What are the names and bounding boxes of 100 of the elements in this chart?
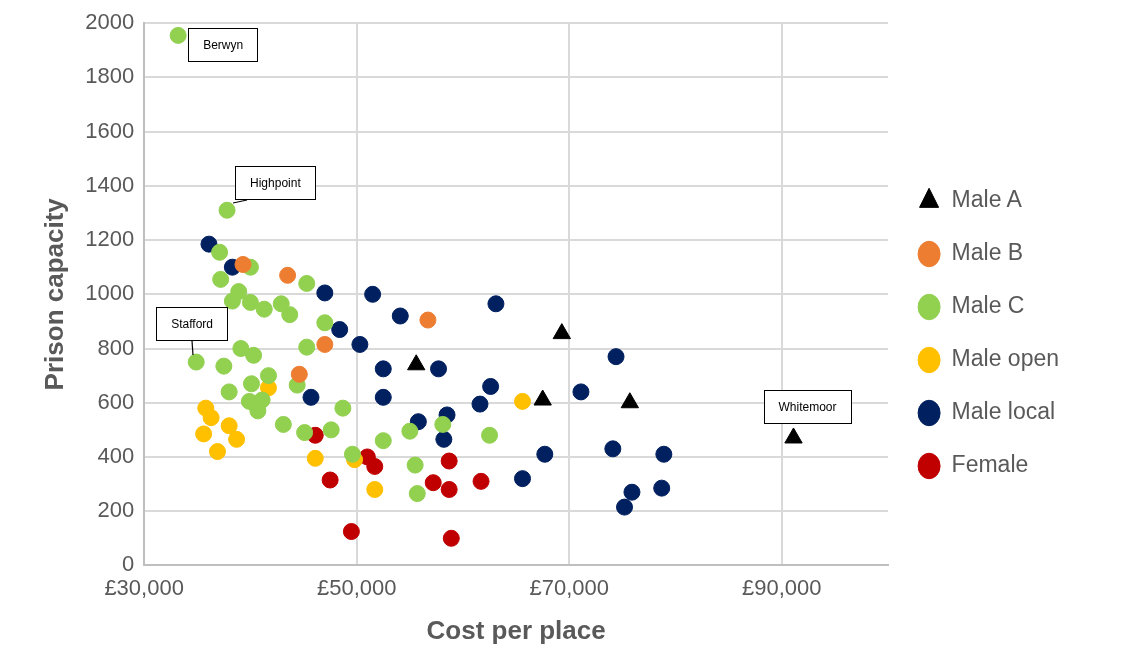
y-tick-label: 0 bbox=[121, 551, 135, 577]
x-tick-label: £30,000 bbox=[104, 574, 184, 600]
point bbox=[406, 456, 424, 474]
annotation: Stafford bbox=[171, 317, 214, 332]
point bbox=[296, 424, 314, 442]
point bbox=[482, 377, 500, 395]
point bbox=[232, 340, 250, 358]
point bbox=[298, 274, 316, 292]
legend-label: Female bbox=[951, 451, 1029, 478]
point bbox=[440, 480, 458, 498]
point bbox=[331, 321, 349, 339]
point bbox=[245, 346, 263, 364]
point bbox=[655, 445, 673, 463]
point bbox=[212, 270, 230, 288]
point bbox=[187, 353, 205, 371]
point bbox=[513, 470, 531, 488]
y-tick-label: 1800 bbox=[85, 63, 135, 89]
legend-label: Male local bbox=[951, 398, 1056, 425]
point bbox=[401, 422, 419, 440]
point bbox=[419, 311, 437, 329]
y-tick-label: 1400 bbox=[85, 171, 135, 197]
callout-box: Stafford bbox=[156, 307, 228, 342]
point bbox=[259, 367, 277, 385]
legend-label: Male open bbox=[951, 345, 1060, 372]
point bbox=[281, 306, 299, 324]
callout-box: Highpoint bbox=[235, 166, 316, 201]
y-tick-label: 1200 bbox=[85, 226, 135, 252]
point bbox=[241, 293, 259, 311]
y-tick-label: 1600 bbox=[85, 117, 135, 143]
y-tick-label: 400 bbox=[97, 443, 135, 469]
point bbox=[552, 323, 571, 340]
point bbox=[242, 375, 260, 393]
point bbox=[374, 432, 392, 450]
point bbox=[302, 388, 320, 406]
y-tick-label: 600 bbox=[97, 388, 135, 414]
point bbox=[220, 383, 238, 401]
point bbox=[424, 474, 442, 492]
point bbox=[322, 421, 340, 439]
point bbox=[408, 485, 426, 503]
y-tick-label: 800 bbox=[97, 334, 135, 360]
point bbox=[623, 483, 641, 501]
legend-label: Male A bbox=[951, 186, 1023, 213]
point bbox=[607, 348, 625, 366]
y-tick-label: 2000 bbox=[85, 9, 135, 35]
point bbox=[487, 295, 505, 313]
point bbox=[435, 430, 453, 448]
point bbox=[228, 430, 246, 448]
point bbox=[220, 417, 238, 435]
point bbox=[223, 292, 241, 310]
point bbox=[298, 338, 316, 356]
point bbox=[434, 415, 452, 433]
point bbox=[374, 360, 392, 378]
point bbox=[316, 314, 334, 332]
callout-box: Berwyn bbox=[188, 28, 259, 63]
point bbox=[316, 335, 334, 353]
x-tick-label: £50,000 bbox=[316, 574, 397, 600]
annotation: Whitemoor bbox=[778, 399, 837, 414]
point bbox=[366, 480, 384, 498]
y-axis-title: Prison capacity bbox=[38, 197, 69, 391]
point bbox=[211, 243, 229, 261]
point bbox=[513, 392, 531, 410]
annotation: Berwyn bbox=[203, 38, 244, 53]
point bbox=[334, 399, 352, 417]
point bbox=[374, 388, 392, 406]
legend-label: Male C bbox=[951, 292, 1025, 319]
point bbox=[440, 452, 458, 470]
callout-box: Whitemoor bbox=[763, 389, 852, 424]
point bbox=[481, 426, 499, 444]
point bbox=[616, 498, 634, 516]
point bbox=[169, 26, 187, 44]
point bbox=[430, 360, 448, 378]
point bbox=[208, 443, 226, 461]
point bbox=[290, 365, 308, 383]
point bbox=[343, 445, 361, 463]
point bbox=[215, 357, 233, 375]
point bbox=[306, 449, 324, 467]
point bbox=[442, 529, 460, 547]
y-tick-label: 200 bbox=[97, 497, 135, 523]
point bbox=[471, 395, 489, 413]
x-tick-label: £70,000 bbox=[529, 574, 610, 600]
point bbox=[653, 479, 671, 497]
point bbox=[364, 285, 382, 303]
point bbox=[202, 409, 220, 427]
point bbox=[234, 255, 252, 273]
point bbox=[255, 300, 273, 318]
point bbox=[572, 383, 590, 401]
point bbox=[321, 471, 339, 489]
point bbox=[218, 201, 236, 219]
point bbox=[195, 425, 213, 443]
x-tick-label: £90,000 bbox=[742, 574, 822, 600]
annotation: Highpoint bbox=[250, 176, 301, 191]
point bbox=[351, 335, 369, 353]
y-tick-label: 1000 bbox=[85, 280, 135, 306]
point bbox=[274, 415, 292, 433]
point bbox=[391, 307, 409, 325]
point bbox=[536, 445, 554, 463]
point bbox=[472, 472, 490, 490]
point bbox=[272, 295, 290, 313]
legend-label: Male B bbox=[951, 239, 1024, 266]
point bbox=[366, 457, 384, 475]
